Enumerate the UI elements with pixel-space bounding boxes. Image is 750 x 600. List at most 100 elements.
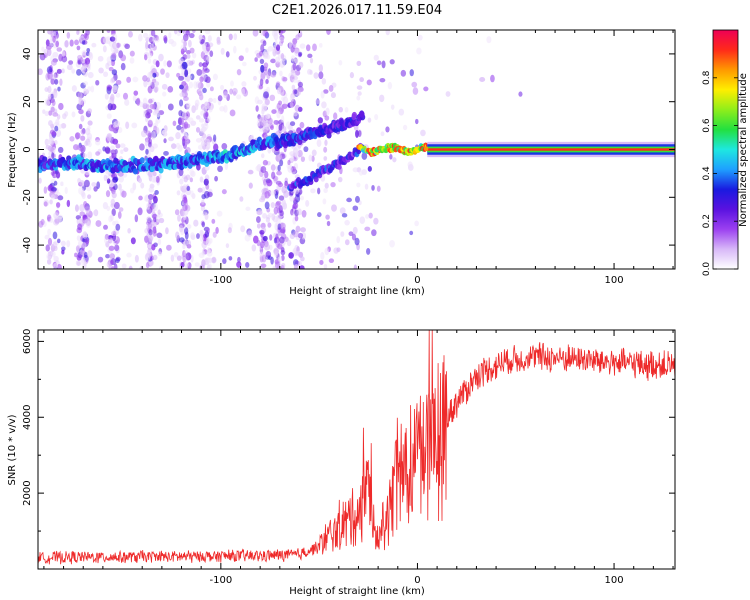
spectrogram-cell: [293, 197, 297, 202]
spectrogram-cell: [278, 40, 284, 47]
spectrogram-cell: [260, 263, 267, 269]
spectrogram-cell: [346, 197, 352, 203]
spectrogram-cell: [390, 104, 395, 110]
spectrogram-y-tick-label: -20: [22, 189, 33, 205]
spectrogram-cell: [295, 251, 301, 256]
spectrogram-cell: [175, 231, 180, 239]
spectrogram-cell: [379, 77, 386, 83]
spectrogram-cell: [103, 224, 108, 230]
spectrogram-cell: [151, 131, 156, 140]
spectrogram-cell: [297, 232, 304, 239]
spectrogram-cell: [134, 254, 139, 263]
spectrogram-cell: [46, 258, 52, 265]
spectrogram-cell: [297, 106, 303, 112]
spectrogram-cell: [78, 123, 83, 130]
spectrogram-cell: [188, 81, 194, 89]
spectrogram-cell: [110, 260, 114, 265]
spectrogram-cell: [157, 251, 163, 257]
spectrogram-cell: [46, 48, 52, 57]
spectrogram-cell: [130, 237, 136, 245]
spectrogram-cell: [221, 189, 227, 195]
spectrogram-cell: [155, 112, 161, 118]
spectrogram-cell: [112, 176, 118, 183]
spectrogram-cell: [92, 210, 98, 216]
spectrogram-cell: [201, 259, 206, 267]
spectrogram-cell: [240, 225, 246, 233]
spectrogram-cell: [95, 220, 102, 227]
spectrogram-cell: [208, 97, 213, 103]
spectrogram-tone-band: [427, 148, 675, 151]
spectrogram-cell: [179, 237, 185, 243]
spectrogram-cell: [323, 156, 328, 161]
colorbar-gradient: [712, 29, 739, 270]
spectrogram-cell: [278, 195, 285, 201]
spectrogram-cell: [278, 36, 285, 42]
spectrogram-cell: [200, 136, 205, 142]
spectrogram-cell: [74, 252, 78, 258]
spectrogram-cell: [54, 125, 59, 132]
spectrogram-cell: [142, 32, 149, 39]
spectrogram-cell: [150, 175, 157, 183]
spectrogram-cell: [185, 147, 191, 154]
spectrogram-cell: [110, 93, 115, 102]
spectrogram-cell: [279, 59, 286, 68]
spectrogram-cell: [199, 235, 204, 243]
spectrogram-cell: [412, 87, 419, 95]
spectrogram-cell: [245, 47, 249, 53]
spectrogram-cell: [398, 108, 405, 116]
spectrogram-cell: [280, 104, 285, 112]
spectrogram-cell: [267, 212, 273, 218]
spectrogram-cell: [54, 218, 60, 225]
spectrogram-cell: [276, 110, 281, 119]
spectrogram-cell: [279, 222, 286, 230]
spectrogram-cell: [71, 68, 76, 74]
spectrogram-cell: [277, 256, 283, 262]
spectrogram-cell: [201, 140, 206, 147]
spectrogram-cell: [200, 69, 207, 74]
spectrogram-cell: [129, 57, 135, 64]
spectrogram-cell: [321, 101, 327, 109]
spectrogram-cell: [44, 98, 51, 107]
spectrogram-cell: [186, 104, 191, 111]
spectrogram-cell: [115, 92, 121, 98]
spectrogram-cell: [178, 75, 185, 81]
spectrogram-cell: [50, 123, 55, 132]
spectrogram-x-label: Height of straight line (km): [289, 286, 425, 297]
spectrogram-cell: [160, 68, 165, 75]
spectrogram-cell: [178, 168, 184, 177]
spectrogram-cell: [118, 175, 124, 183]
spectrogram-cell: [181, 81, 187, 86]
spectrogram-cell: [325, 214, 330, 220]
spectrogram-cell: [144, 139, 149, 147]
spectrogram-cell: [198, 118, 205, 123]
spectrogram-cell: [132, 76, 139, 83]
spectrogram-cell: [313, 176, 319, 183]
spectrogram-cell: [333, 112, 338, 120]
spectrogram-cell: [417, 34, 423, 41]
spectrogram-cell: [349, 72, 355, 79]
spectrogram-cell: [182, 204, 188, 212]
spectrogram-cell: [423, 146, 429, 152]
spectrogram-cell: [171, 40, 177, 47]
spectrogram-cell: [315, 99, 321, 105]
spectrogram-cell: [212, 97, 217, 104]
spectrogram-cell: [356, 85, 363, 90]
spectrogram-cell: [197, 187, 203, 193]
spectrogram-cell: [300, 227, 306, 233]
spectrogram-cell: [277, 243, 283, 250]
spectrogram-cell: [121, 190, 127, 198]
spectrogram-cell: [179, 92, 186, 98]
spectrogram-cell: [186, 224, 192, 229]
spectrogram-cell: [113, 201, 120, 210]
snr-background: [38, 330, 675, 569]
spectrogram-cell: [260, 118, 267, 127]
spectrogram-cell: [61, 50, 66, 57]
spectrogram-cell: [111, 152, 117, 159]
spectrogram-cell: [38, 177, 42, 184]
spectrogram-cell: [39, 53, 46, 61]
spectrogram-y-label: Frequency (Hz): [7, 112, 18, 188]
spectrogram-cell: [348, 231, 354, 237]
spectrogram-cell: [112, 138, 119, 145]
spectrogram-x-tick-label: 100: [605, 275, 624, 286]
spectrogram-cell: [200, 205, 206, 212]
